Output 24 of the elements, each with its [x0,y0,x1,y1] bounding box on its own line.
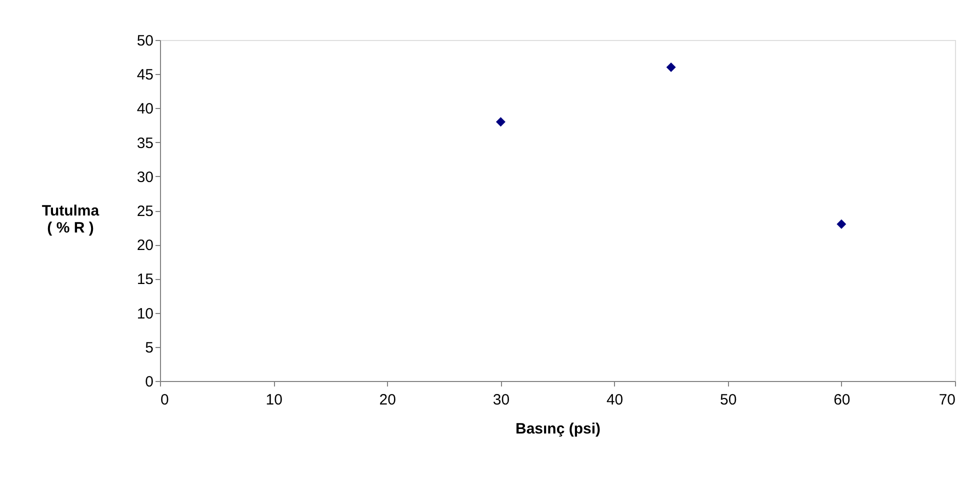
x-tick-label: 0 [160,392,169,408]
point [836,219,846,229]
point [666,62,676,72]
y-tick-label: 25 [136,203,154,220]
x-axis-title: Basınç (psi) [515,420,601,438]
x-tick-label: 40 [606,392,624,408]
x-tick-label: 50 [720,392,737,408]
y-tick-label: 45 [136,66,154,84]
x-tick-label: 20 [379,392,396,408]
y-tick-label: 30 [136,168,154,186]
x-tick-label: 60 [834,392,850,408]
x-tick-label: 10 [266,392,282,408]
y-tick-label: 5 [145,339,154,356]
y-tick-label: 20 [136,237,154,254]
y-tick-label: 35 [136,134,154,152]
y-tick-label: 0 [145,374,154,390]
y-tick-label: 50 [136,32,154,50]
y-axis-title: Tutulma ( % R ) [42,202,100,236]
x-tick-label: 70 [938,392,956,408]
y-tick-label: 10 [136,305,154,322]
point [496,117,506,127]
y-tick-label: 40 [136,100,154,118]
y-tick-label: 15 [136,271,154,288]
x-tick-label: 30 [492,392,510,408]
